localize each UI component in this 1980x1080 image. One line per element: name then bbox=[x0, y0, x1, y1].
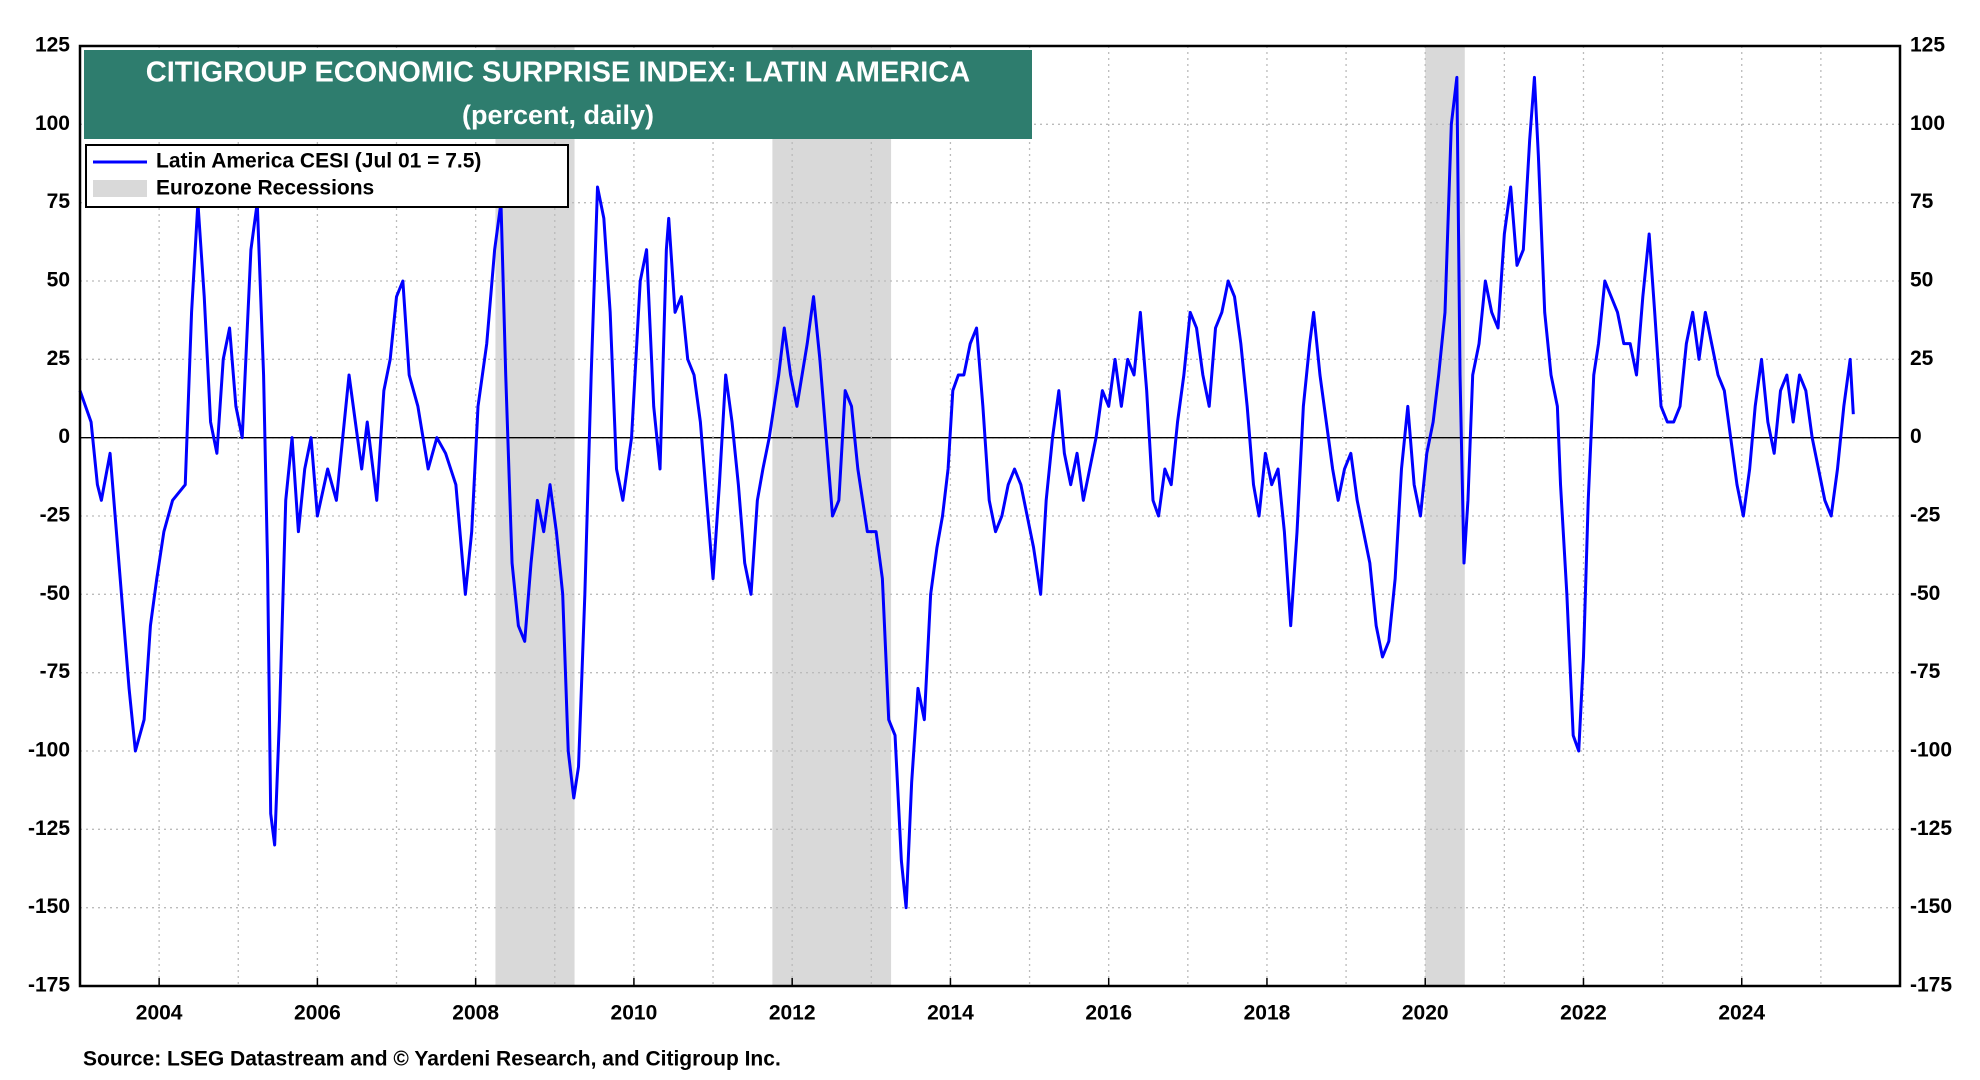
y-tick-label: -150 bbox=[28, 895, 70, 918]
y-tick-label: -100 bbox=[28, 739, 70, 762]
y2-tick-label: 0 bbox=[1910, 425, 1922, 448]
y-tick-label: 125 bbox=[35, 34, 70, 57]
y2-tick-label: 75 bbox=[1910, 190, 1934, 213]
y-tick-label: -175 bbox=[28, 974, 70, 997]
y2-tick-label: -25 bbox=[1910, 504, 1941, 527]
source-note: Source: LSEG Datastream and © Yardeni Re… bbox=[83, 1048, 781, 1071]
y2-tick-label: -175 bbox=[1910, 974, 1952, 997]
legend-swatch bbox=[93, 180, 147, 197]
y-tick-label: -125 bbox=[28, 817, 70, 840]
y-tick-label: -75 bbox=[40, 660, 71, 683]
plot-frame bbox=[78, 44, 1902, 988]
x-tick-label: 2024 bbox=[1718, 1002, 1765, 1025]
line-layer bbox=[78, 75, 1855, 910]
legend-label: Eurozone Recessions bbox=[156, 177, 374, 200]
y-tick-label: 75 bbox=[47, 190, 71, 213]
x-tick-label: 2012 bbox=[769, 1002, 816, 1025]
y2-tick-label: -75 bbox=[1910, 660, 1941, 683]
x-tick-label: 2016 bbox=[1085, 1002, 1132, 1025]
y2-tick-label: 125 bbox=[1910, 34, 1945, 57]
y2-tick-label: -125 bbox=[1910, 817, 1952, 840]
x-tick-label: 2006 bbox=[294, 1002, 341, 1025]
y-tick-label: 100 bbox=[35, 112, 70, 135]
y2-tick-label: 50 bbox=[1910, 269, 1933, 292]
x-tick-label: 2014 bbox=[927, 1002, 974, 1025]
y-tick-label: 25 bbox=[47, 347, 71, 370]
x-tick-label: 2010 bbox=[611, 1002, 658, 1025]
x-tick-label: 2020 bbox=[1402, 1002, 1449, 1025]
y-tick-label: 50 bbox=[47, 269, 70, 292]
y-tick-label: -25 bbox=[40, 504, 71, 527]
y2-tick-label: 25 bbox=[1910, 347, 1934, 370]
x-tick-label: 2022 bbox=[1560, 1002, 1607, 1025]
chart-subtitle: (percent, daily) bbox=[462, 100, 654, 130]
y2-tick-label: -100 bbox=[1910, 739, 1952, 762]
data-line bbox=[78, 75, 1855, 910]
legend-label: Latin America CESI (Jul 01 = 7.5) bbox=[156, 150, 481, 173]
x-tick-label: 2008 bbox=[452, 1002, 499, 1025]
legend-box bbox=[85, 144, 569, 208]
y-tick-label: 0 bbox=[58, 425, 70, 448]
y-tick-label: -50 bbox=[40, 582, 70, 605]
chart-title: CITIGROUP ECONOMIC SURPRISE INDEX: LATIN… bbox=[146, 57, 970, 89]
y2-tick-label: -50 bbox=[1910, 582, 1940, 605]
title-box bbox=[84, 50, 1032, 139]
x-tick-label: 2018 bbox=[1244, 1002, 1291, 1025]
y2-tick-label: 100 bbox=[1910, 112, 1945, 135]
x-tick-label: 2004 bbox=[136, 1002, 183, 1025]
y2-tick-label: -150 bbox=[1910, 895, 1952, 918]
